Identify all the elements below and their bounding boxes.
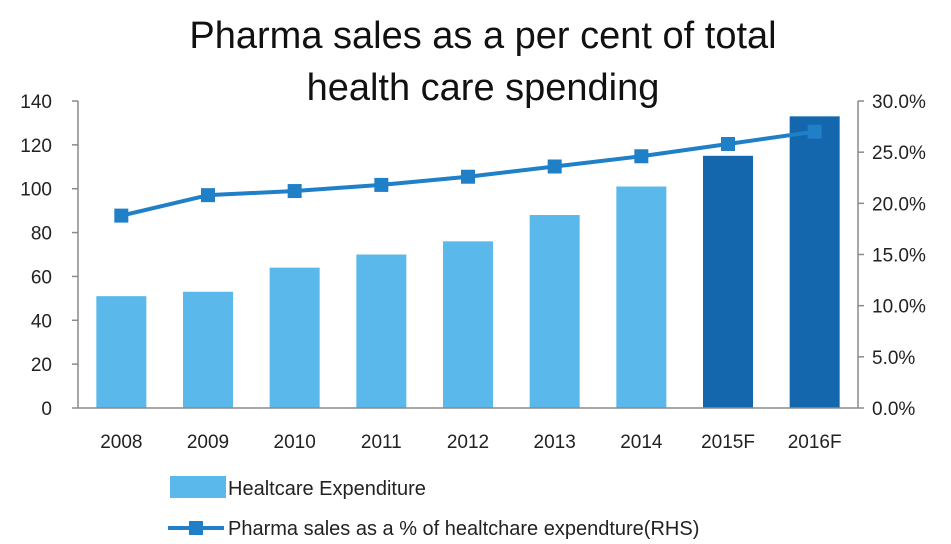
bar-series bbox=[96, 116, 840, 408]
left-y-tick-label-20: 20 bbox=[31, 355, 52, 376]
line-marker-2011 bbox=[374, 177, 389, 192]
right-y-tick-label-2: 10.0% bbox=[872, 297, 926, 318]
bar-2011 bbox=[356, 254, 407, 408]
x-tick-label-2009: 2009 bbox=[187, 432, 229, 453]
right-y-tick-label-0: 0.0% bbox=[872, 399, 915, 420]
bar-2012 bbox=[443, 241, 493, 408]
x-tick-label-2015f: 2015F bbox=[701, 432, 755, 453]
left-y-tick-label-40: 40 bbox=[31, 311, 52, 332]
chart-title: Pharma sales as a per cent of total heal… bbox=[189, 15, 776, 109]
bar-2014 bbox=[616, 186, 667, 408]
line-marker-2016f bbox=[807, 124, 822, 139]
left-y-tick-label-60: 60 bbox=[31, 267, 52, 288]
chart-title-line-1: Pharma sales as a per cent of total bbox=[189, 15, 776, 57]
left-y-tick-label-100: 100 bbox=[20, 180, 52, 201]
legend-line-label: Pharma sales as a % of healtchare expend… bbox=[228, 518, 699, 540]
left-y-tick-label-80: 80 bbox=[31, 224, 52, 245]
legend: Healtcare Expenditure Pharma sales as a … bbox=[168, 476, 699, 540]
line-marker-2013 bbox=[547, 159, 562, 174]
line-marker-2010 bbox=[287, 184, 302, 199]
chart-title-line-2: health care spending bbox=[307, 67, 660, 109]
line-marker-2009 bbox=[201, 188, 215, 203]
legend-bar-label: Healtcare Expenditure bbox=[228, 478, 426, 500]
line-marker-2015f bbox=[721, 136, 735, 151]
line-marker-2008 bbox=[114, 208, 129, 223]
bar-2013 bbox=[529, 215, 580, 408]
x-tick-label-2010: 2010 bbox=[274, 432, 316, 453]
line-marker-2014 bbox=[634, 149, 649, 164]
bar-2008 bbox=[96, 296, 147, 408]
bar-2010 bbox=[269, 267, 320, 408]
right-y-tick-label-1: 5.0% bbox=[872, 348, 915, 369]
axes: 0 20 40 60 80 100 120 140 0.0% 5.0% 10.0% 15.0% 20.0… bbox=[20, 92, 926, 420]
x-tick-label-2011: 2011 bbox=[361, 432, 402, 453]
left-y-tick-label-0: 0 bbox=[41, 399, 52, 420]
right-y-tick-label-3: 15.0% bbox=[872, 246, 926, 267]
x-tick-label-2014: 2014 bbox=[620, 432, 663, 453]
legend-line-marker bbox=[189, 521, 203, 535]
right-y-tick-label-4: 20.0% bbox=[872, 194, 926, 215]
line-series bbox=[114, 124, 822, 223]
legend-bar-swatch bbox=[170, 476, 226, 498]
right-y-tick-label-5: 25.0% bbox=[872, 143, 926, 164]
x-axis-labels: 2008 2009 2010 2011 2012 2013 2014 2015F 2016F bbox=[100, 432, 841, 453]
line-marker-2012 bbox=[461, 169, 475, 184]
left-y-tick-label-140: 140 bbox=[20, 92, 52, 113]
x-tick-label-2012: 2012 bbox=[447, 432, 489, 453]
right-y-tick-label-6: 30.0% bbox=[872, 92, 926, 113]
x-tick-label-2013: 2013 bbox=[534, 432, 576, 453]
bar-2009 bbox=[183, 291, 233, 408]
left-y-tick-label-120: 120 bbox=[20, 136, 52, 157]
x-tick-label-2008: 2008 bbox=[100, 432, 142, 453]
x-tick-label-2016f: 2016F bbox=[788, 432, 842, 453]
bar-2015f bbox=[703, 155, 753, 408]
bar-2016f bbox=[789, 116, 840, 408]
